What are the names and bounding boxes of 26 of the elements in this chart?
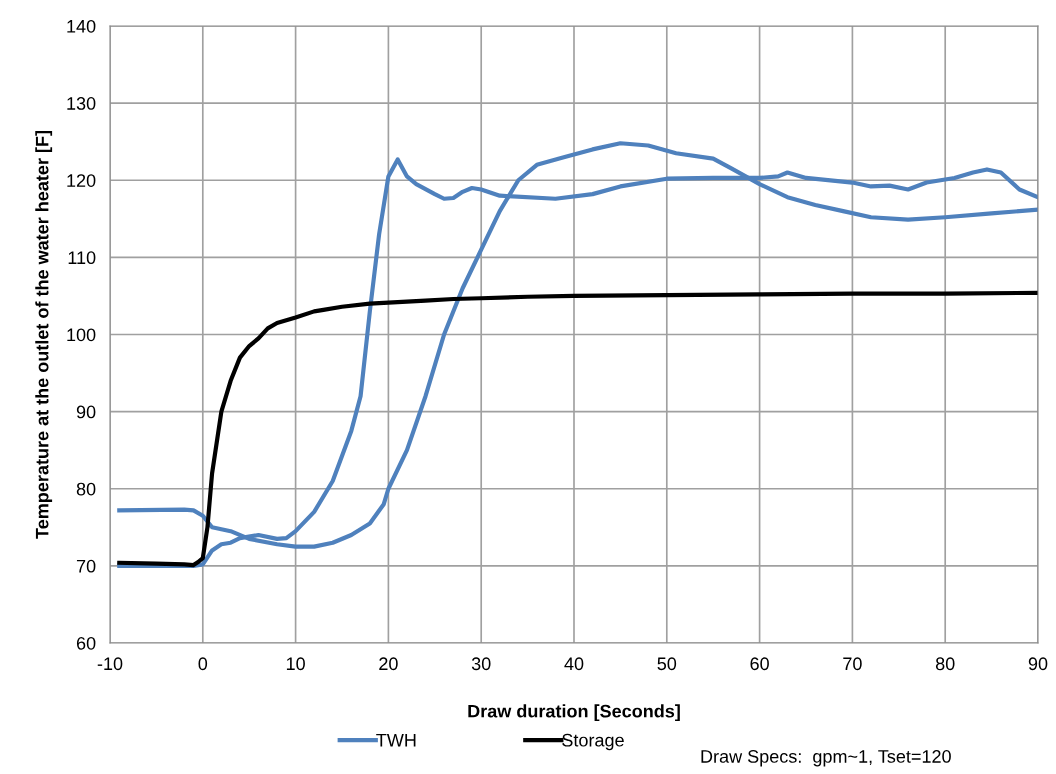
x-axis-title: Draw duration [Seconds] (468, 704, 680, 722)
x-tick-label: 50 (657, 657, 677, 671)
y-tick-label: 70 (76, 559, 96, 573)
x-tick-label: 70 (843, 657, 862, 671)
x-tick-label: -10 (97, 657, 123, 671)
legend-label: TWH (376, 733, 416, 747)
y-tick-label: 60 (76, 636, 96, 650)
y-tick-label: 140 (67, 19, 96, 33)
x-tick-label: 40 (564, 657, 584, 671)
y-tick-label: 90 (76, 405, 96, 419)
x-tick-label: 20 (379, 657, 398, 671)
x-tick-label: 60 (750, 657, 769, 671)
x-tick-label: 80 (935, 657, 955, 671)
x-tick-label: 90 (1028, 657, 1048, 671)
y-tick-label: 120 (67, 174, 96, 187)
y-tick-label: 110 (68, 251, 96, 265)
legend-label: Storage (562, 733, 624, 751)
line-series (117, 290, 1038, 568)
x-tick-label: 30 (471, 657, 491, 671)
y-tick-label: 130 (67, 97, 96, 110)
x-tick-label: 0 (198, 657, 208, 671)
x-tick-label: 10 (286, 657, 305, 671)
y-tick-label: 80 (76, 482, 96, 496)
text: Draw Specs: gpm~1, Tset=120 (701, 750, 951, 767)
y-axis-title: Temperature at the outlet of the water heater [F] (35, 131, 53, 539)
y-tick-label: 100 (67, 328, 96, 342)
